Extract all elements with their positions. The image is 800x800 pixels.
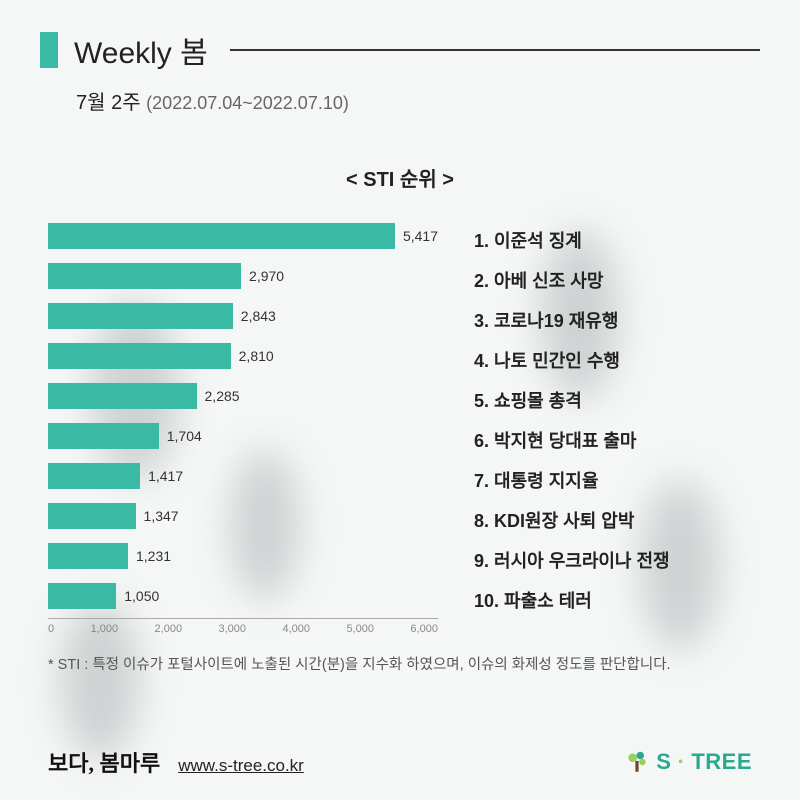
bar-value-label: 2,970: [249, 268, 284, 284]
date-range: (2022.07.04~2022.07.10): [146, 93, 349, 113]
rank-item: 1. 이준석 징계: [474, 220, 752, 260]
bar: [48, 383, 197, 409]
section-title: < STI 순위 >: [0, 163, 800, 192]
rank-item: 2. 아베 신조 사망: [474, 260, 752, 300]
bar: [48, 263, 241, 289]
x-tick-label: 2,000: [155, 623, 183, 635]
brand-text-1: S: [656, 749, 671, 775]
footer-left: 보다, 봄마루 www.s-tree.co.kr: [48, 746, 304, 778]
x-tick-label: 6,000: [410, 623, 438, 635]
rank-item: 6. 박지현 당대표 출마: [474, 420, 752, 460]
x-tick-label: 1,000: [91, 623, 119, 635]
bar-value-label: 2,810: [239, 348, 274, 364]
rank-item: 3. 코로나19 재유행: [474, 300, 752, 340]
bar-row: 1,704: [48, 416, 438, 456]
bar-value-label: 1,231: [136, 548, 171, 564]
site-url[interactable]: www.s-tree.co.kr: [178, 756, 304, 776]
rank-item: 10. 파출소 테러: [474, 580, 752, 620]
bar-value-label: 1,050: [124, 588, 159, 604]
bar: [48, 343, 231, 369]
brand-text-2: TREE: [691, 749, 752, 775]
title-row: Weekly 봄: [40, 28, 760, 72]
bar-row: 2,285: [48, 376, 438, 416]
bar-value-label: 1,704: [167, 428, 202, 444]
bar-value-label: 1,417: [148, 468, 183, 484]
rank-item: 4. 나토 민간인 수행: [474, 340, 752, 380]
bar: [48, 543, 128, 569]
bar-value-label: 5,417: [403, 228, 438, 244]
chart-x-axis: 0 1,000 2,000 3,000 4,000 5,000 6,000: [48, 618, 438, 635]
rank-item: 9. 러시아 우크라이나 전쟁: [474, 540, 752, 580]
bar-row: 1,347: [48, 496, 438, 536]
bar-row: 2,843: [48, 296, 438, 336]
bar: [48, 583, 116, 609]
tree-icon: [624, 749, 650, 775]
x-tick-label: 5,000: [346, 623, 374, 635]
rank-item: 7. 대통령 지지율: [474, 460, 752, 500]
x-tick-label: 4,000: [282, 623, 310, 635]
bar: [48, 463, 140, 489]
brand-dot: ·: [677, 749, 685, 775]
bar-value-label: 2,843: [241, 308, 276, 324]
bar-value-label: 1,347: [144, 508, 179, 524]
x-tick-label: 0: [48, 623, 54, 635]
subheading: 7월 2주 (2022.07.04~2022.07.10): [76, 86, 760, 115]
bar-row: 2,970: [48, 256, 438, 296]
bar-row: 1,417: [48, 456, 438, 496]
bar-row: 1,231: [48, 536, 438, 576]
bar: [48, 223, 395, 249]
brand-logo: S·TREE: [624, 749, 752, 775]
chart-bars: 5,417 2,970 2,843 2,810 2,285 1,704 1,417 1,347…: [48, 216, 438, 616]
bar-value-label: 2,285: [205, 388, 240, 404]
motto-text: 보다, 봄마루: [48, 746, 160, 778]
bar-row: 2,810: [48, 336, 438, 376]
week-label: 7월 2주: [76, 92, 141, 114]
bar-row: 1,050: [48, 576, 438, 616]
footnote: * STI : 특정 이슈가 포털사이트에 노출된 시간(분)을 지수화 하였으…: [0, 643, 800, 674]
rank-list: 1. 이준석 징계2. 아베 신조 사망3. 코로나19 재유행4. 나토 민간…: [474, 216, 752, 635]
rank-item: 8. KDI원장 사퇴 압박: [474, 500, 752, 540]
rank-item: 5. 쇼핑몰 총격: [474, 380, 752, 420]
page-title: Weekly 봄: [74, 28, 208, 72]
bar-row: 5,417: [48, 216, 438, 256]
footer: 보다, 봄마루 www.s-tree.co.kr S·TREE: [48, 746, 752, 778]
page-container: Weekly 봄 7월 2주 (2022.07.04~2022.07.10) <…: [0, 0, 800, 800]
x-tick-label: 3,000: [219, 623, 247, 635]
content-row: 5,417 2,970 2,843 2,810 2,285 1,704 1,417 1,347…: [0, 192, 800, 643]
accent-bar: [40, 32, 58, 68]
bar: [48, 503, 136, 529]
header: Weekly 봄 7월 2주 (2022.07.04~2022.07.10): [0, 0, 800, 133]
bar: [48, 423, 159, 449]
bar: [48, 303, 233, 329]
sti-bar-chart: 5,417 2,970 2,843 2,810 2,285 1,704 1,417 1,347…: [48, 216, 438, 635]
title-rule: [230, 49, 760, 51]
